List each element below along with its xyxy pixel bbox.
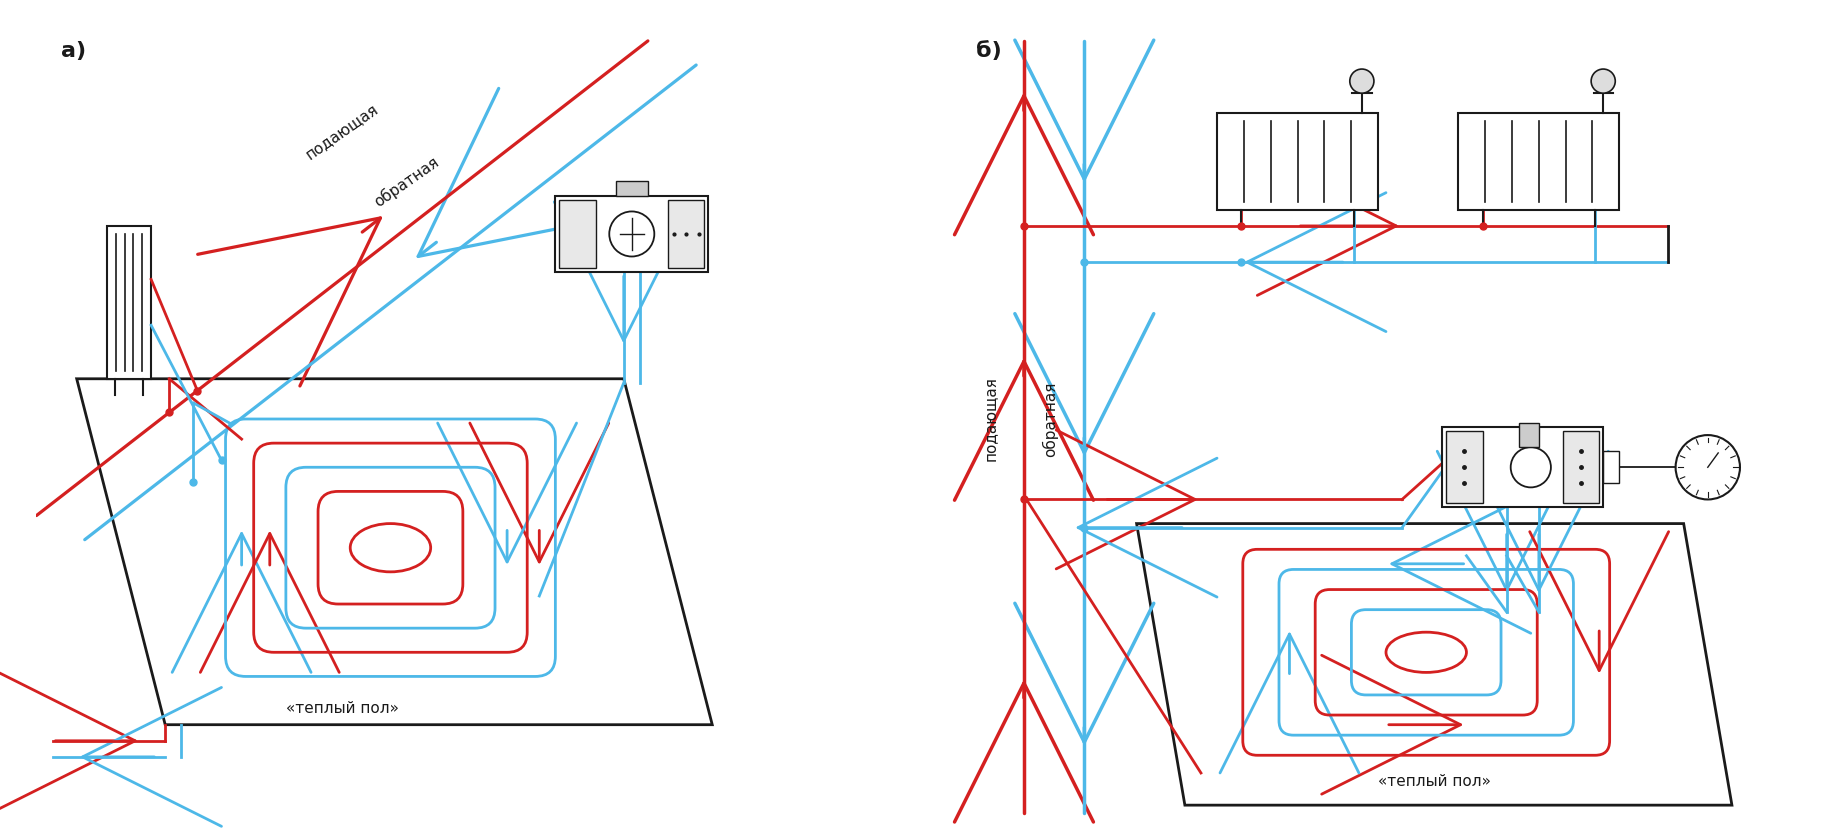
Circle shape <box>1676 435 1740 499</box>
Text: «теплый пол»: «теплый пол» <box>1378 773 1490 789</box>
Bar <box>667 199 704 268</box>
Bar <box>1563 431 1600 504</box>
Circle shape <box>609 211 654 256</box>
Bar <box>1519 423 1539 447</box>
Circle shape <box>1510 447 1550 488</box>
Text: б): б) <box>976 41 1002 61</box>
Bar <box>559 199 596 268</box>
Polygon shape <box>1137 524 1731 805</box>
Text: а): а) <box>60 41 86 61</box>
Bar <box>616 181 647 196</box>
Text: «теплый пол»: «теплый пол» <box>285 701 399 716</box>
Circle shape <box>1590 69 1616 93</box>
Text: обратная: обратная <box>1042 381 1058 457</box>
Bar <box>1446 431 1483 504</box>
Circle shape <box>1349 69 1375 93</box>
Bar <box>106 226 152 379</box>
Text: подающая: подающая <box>983 376 998 462</box>
Text: обратная: обратная <box>371 153 442 210</box>
Bar <box>1217 113 1378 210</box>
Bar <box>1603 451 1620 484</box>
Bar <box>1459 113 1620 210</box>
Bar <box>556 196 707 272</box>
Text: подающая: подающая <box>303 101 382 162</box>
Polygon shape <box>77 379 713 725</box>
Bar <box>1442 427 1603 508</box>
